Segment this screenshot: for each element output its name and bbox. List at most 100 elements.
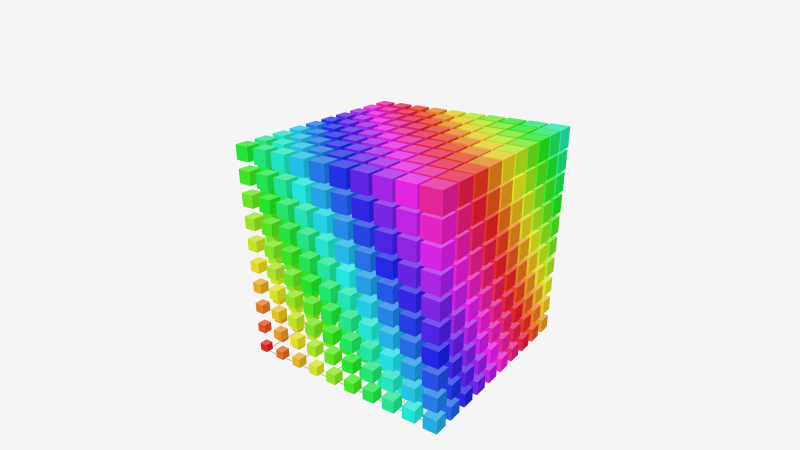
cube-point[interactable] — [361, 360, 382, 384]
cube-point[interactable] — [263, 239, 284, 260]
cube-face — [457, 203, 473, 235]
cube-face — [355, 274, 371, 297]
cube-point[interactable] — [320, 302, 342, 325]
cube-point[interactable] — [306, 338, 324, 358]
cube-face — [450, 399, 460, 421]
cube-point[interactable] — [337, 285, 362, 311]
cube-face — [408, 105, 429, 110]
cube-point[interactable] — [377, 298, 404, 328]
cube-point[interactable] — [339, 308, 362, 333]
cube-point[interactable] — [283, 267, 303, 288]
cube-face — [391, 127, 417, 135]
cube-face — [263, 239, 283, 248]
cube-face — [396, 109, 417, 114]
cube-face — [266, 341, 273, 353]
cube-point[interactable] — [241, 189, 264, 209]
cube-face — [444, 152, 478, 163]
cube-face — [280, 249, 293, 267]
cube-face — [285, 294, 296, 309]
cube-point[interactable] — [381, 389, 403, 414]
cube-face — [442, 182, 459, 217]
cube-point[interactable] — [276, 345, 290, 360]
cube-face — [413, 111, 436, 117]
cube-point[interactable] — [253, 278, 269, 295]
cube-face — [487, 187, 501, 217]
cube-face — [275, 265, 285, 281]
cube-point[interactable] — [324, 345, 343, 366]
cube-face — [377, 306, 393, 328]
cube-point[interactable] — [255, 299, 271, 315]
cube-point[interactable] — [325, 366, 343, 386]
cube-face — [559, 126, 571, 152]
cube-point[interactable] — [269, 283, 287, 302]
cube-point[interactable] — [362, 381, 382, 404]
cube-face — [451, 377, 462, 401]
cube-face — [276, 345, 289, 353]
cube-point[interactable] — [308, 359, 325, 377]
cube-face — [302, 295, 322, 305]
cube-point[interactable] — [419, 177, 459, 217]
cube-face — [283, 267, 303, 276]
cube-point[interactable] — [247, 234, 267, 253]
cube-face — [422, 414, 437, 435]
cube-face — [357, 298, 372, 320]
cube-point[interactable] — [271, 305, 288, 322]
cube-face — [308, 359, 324, 368]
cube-face — [494, 277, 505, 302]
cube-face — [443, 110, 466, 116]
cube-face — [324, 351, 335, 366]
cube-face — [481, 287, 493, 312]
cube-point[interactable] — [378, 322, 404, 351]
cube-face — [258, 193, 281, 201]
cube-point[interactable] — [261, 217, 283, 238]
cube-point[interactable] — [343, 373, 362, 395]
cube-point[interactable] — [275, 197, 300, 221]
cube-point[interactable] — [285, 289, 304, 309]
cube-face — [283, 272, 294, 288]
cube-face — [336, 112, 356, 117]
cube-face — [332, 218, 349, 241]
cube-face — [292, 352, 306, 360]
cube-face — [331, 306, 342, 325]
cube-face — [308, 155, 338, 164]
cube-point[interactable] — [287, 311, 305, 330]
cube-point[interactable] — [357, 292, 383, 320]
cube-face — [464, 131, 493, 140]
cube-face — [400, 361, 416, 382]
cube-point[interactable] — [340, 330, 362, 354]
cube-face — [289, 125, 311, 131]
cube-face — [468, 119, 495, 126]
cube-face — [514, 302, 523, 324]
cube-point[interactable] — [244, 212, 265, 232]
cube-point[interactable] — [260, 339, 273, 353]
cube-point[interactable] — [380, 367, 403, 394]
cube-face — [302, 300, 314, 317]
cube-point[interactable] — [304, 317, 323, 338]
cube-face — [299, 355, 307, 369]
cube-point[interactable] — [359, 338, 382, 363]
cube-face — [381, 389, 402, 402]
cube-face — [271, 309, 280, 322]
cube-point[interactable] — [342, 352, 362, 375]
cube-point[interactable] — [258, 319, 272, 334]
cube-point[interactable] — [322, 324, 342, 346]
cube-point[interactable] — [250, 256, 268, 274]
cube-point[interactable] — [290, 332, 306, 349]
cube-face — [488, 363, 497, 384]
cube-face — [316, 261, 330, 281]
cube-face — [316, 256, 340, 266]
cube-point[interactable] — [300, 273, 322, 296]
cube-face — [258, 197, 271, 215]
cube-face — [415, 311, 427, 337]
cube-point[interactable] — [273, 325, 289, 341]
cube-face — [352, 356, 362, 375]
cube-point[interactable] — [401, 397, 424, 424]
cube-point[interactable] — [302, 295, 323, 317]
cube-point[interactable] — [401, 375, 425, 404]
cube-point[interactable] — [379, 345, 403, 373]
cube-point[interactable] — [266, 262, 285, 281]
cube-point[interactable] — [292, 352, 307, 369]
cube-face — [289, 142, 315, 149]
